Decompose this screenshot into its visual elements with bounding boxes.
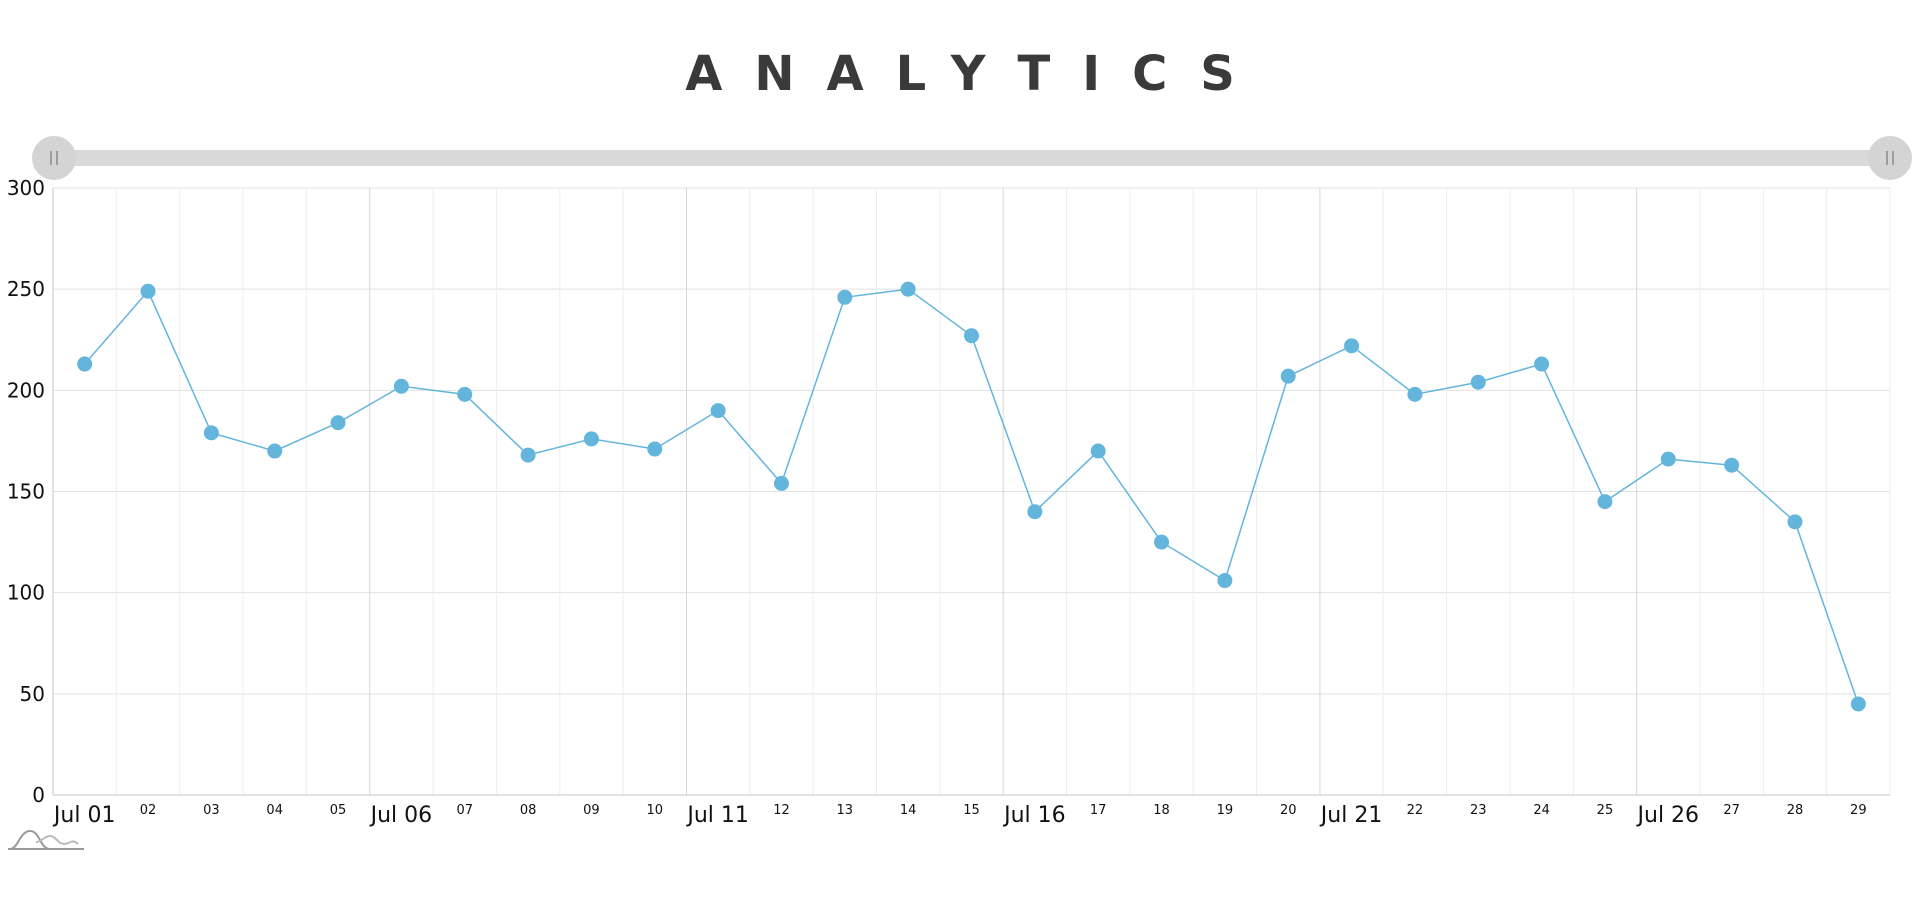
x-tick-label: 23 <box>1470 803 1487 818</box>
data-point <box>710 403 726 419</box>
series-points <box>77 281 1866 712</box>
data-point <box>1787 514 1803 530</box>
x-tick-label: 22 <box>1407 803 1424 818</box>
data-point <box>520 447 536 463</box>
series-line <box>84 288 1860 705</box>
data-point <box>393 378 409 394</box>
data-point <box>140 283 156 299</box>
data-point <box>837 289 853 305</box>
data-point <box>77 356 93 372</box>
data-point <box>203 425 219 441</box>
y-tick-label: 150 <box>7 480 45 504</box>
x-tick-label: Jul 06 <box>369 803 433 828</box>
data-point <box>1280 368 1296 384</box>
y-tick-label: 0 <box>32 783 45 807</box>
data-point <box>1724 457 1740 473</box>
x-tick-label: Jul 21 <box>1319 803 1383 828</box>
x-tick-label: 17 <box>1090 803 1107 818</box>
x-tick-label: 12 <box>773 803 790 818</box>
x-tick-label: 28 <box>1787 803 1804 818</box>
x-tick-label: 04 <box>266 803 283 818</box>
y-tick-label: 300 <box>7 176 45 200</box>
data-point <box>1470 374 1486 390</box>
x-tick-label: 02 <box>140 803 157 818</box>
data-point <box>900 281 916 297</box>
grip-lines-icon <box>50 151 58 165</box>
x-tick-label: 29 <box>1850 803 1867 818</box>
x-tick-label: 14 <box>900 803 917 818</box>
x-tick-label: 05 <box>330 803 347 818</box>
data-point <box>1090 443 1106 459</box>
x-tick-label: 18 <box>1153 803 1170 818</box>
chart-title: ANALYTICS <box>685 46 1267 102</box>
x-tick-label: 20 <box>1280 803 1297 818</box>
data-point <box>267 443 283 459</box>
x-tick-label: 03 <box>203 803 220 818</box>
x-tick-label: 25 <box>1597 803 1614 818</box>
grip-lines-icon <box>1886 151 1894 165</box>
x-tick-label: Jul 11 <box>685 803 749 828</box>
x-tick-label: 09 <box>583 803 600 818</box>
data-point <box>1344 338 1360 354</box>
x-axis-labels: Jul 01 02 03 04 05 Jul 06 07 08 09 10 Jul 11 12 13 14… <box>52 803 1867 828</box>
data-point <box>773 475 789 491</box>
data-point <box>1660 451 1676 467</box>
data-point <box>1407 386 1423 402</box>
x-tick-label: Jul 16 <box>1002 803 1066 828</box>
data-point <box>1850 696 1866 712</box>
scrollbar-start-grip-circle[interactable] <box>32 136 76 180</box>
x-tick-label: Jul 26 <box>1636 803 1700 828</box>
series-polyline <box>84 288 1860 705</box>
data-point <box>1154 534 1170 550</box>
y-axis-labels: 0 50 100 150 200 250 300 <box>7 176 45 807</box>
x-tick-label: 24 <box>1533 803 1550 818</box>
scrollbar-start-grip[interactable] <box>32 136 76 180</box>
x-tick-label: 08 <box>520 803 537 818</box>
data-point <box>457 386 473 402</box>
data-point <box>330 415 346 431</box>
data-point <box>1217 573 1233 589</box>
scrollbar-end-grip-circle[interactable] <box>1868 136 1912 180</box>
x-tick-label: 27 <box>1723 803 1740 818</box>
range-scrollbar[interactable] <box>32 136 1912 180</box>
y-tick-label: 50 <box>20 682 45 706</box>
x-tick-label: Jul 01 <box>52 803 116 828</box>
chart-grid <box>52 187 1891 796</box>
x-tick-label: 13 <box>837 803 854 818</box>
chart-axes <box>52 188 1890 796</box>
y-tick-label: 200 <box>7 378 45 402</box>
data-point <box>964 328 979 344</box>
x-tick-label: 10 <box>647 803 664 818</box>
amcharts-logo-icon[interactable] <box>6 826 86 852</box>
data-point <box>583 431 599 447</box>
data-point <box>1534 356 1550 372</box>
data-point <box>1027 504 1043 520</box>
scrollbar-end-grip[interactable] <box>1868 136 1912 180</box>
scrollbar-track[interactable] <box>54 150 1890 166</box>
x-tick-label: 15 <box>963 803 980 818</box>
x-tick-label: 19 <box>1217 803 1234 818</box>
x-tick-label: 07 <box>456 803 473 818</box>
y-tick-label: 100 <box>7 581 45 605</box>
data-point <box>647 441 663 457</box>
y-tick-label: 250 <box>7 277 45 301</box>
data-point <box>1597 494 1613 510</box>
